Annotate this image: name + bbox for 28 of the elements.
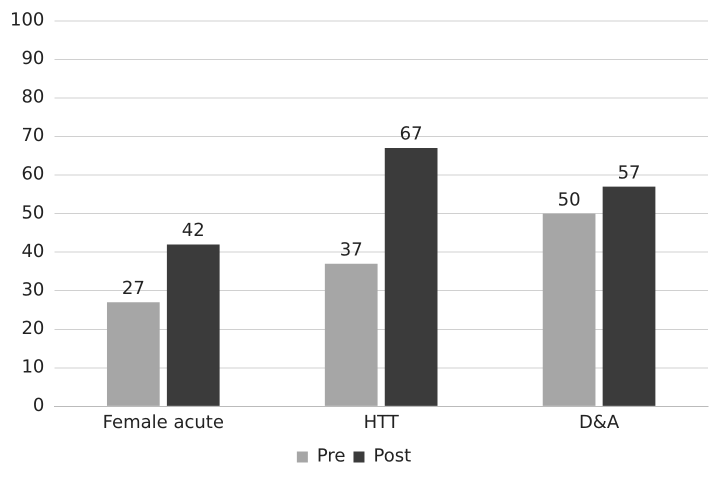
data-label: 42 xyxy=(182,220,205,242)
data-label: 57 xyxy=(618,162,640,184)
y-tick-label: 90 xyxy=(21,48,44,70)
bar xyxy=(106,302,160,406)
data-label: 50 xyxy=(558,189,581,210)
y-tick-label: 60 xyxy=(21,164,44,185)
data-label: 67 xyxy=(400,124,423,145)
y-tick-label: 100 xyxy=(10,9,44,30)
data-label: 27 xyxy=(122,278,145,299)
bar xyxy=(542,214,596,406)
y-tick-label: 10 xyxy=(21,356,44,378)
bar xyxy=(166,244,220,406)
legend-label: Pre xyxy=(316,446,346,467)
x-tick-label: D&A xyxy=(578,412,620,433)
data-label: 37 xyxy=(340,239,363,260)
legend-label: Post xyxy=(373,446,412,467)
x-tick-label: HTT xyxy=(364,412,400,433)
bar xyxy=(384,148,438,406)
y-tick-label: 70 xyxy=(21,125,44,146)
y-tick-label: 40 xyxy=(21,240,44,262)
y-tick-label: 0 xyxy=(32,395,44,416)
y-tick-label: 20 xyxy=(21,318,44,339)
y-tick-label: 80 xyxy=(21,86,44,108)
y-tick-label: 30 xyxy=(21,279,44,300)
x-tick-label: Female acute xyxy=(102,412,224,433)
bar xyxy=(324,264,378,406)
bar xyxy=(602,186,656,406)
y-tick-label: 50 xyxy=(21,202,44,224)
